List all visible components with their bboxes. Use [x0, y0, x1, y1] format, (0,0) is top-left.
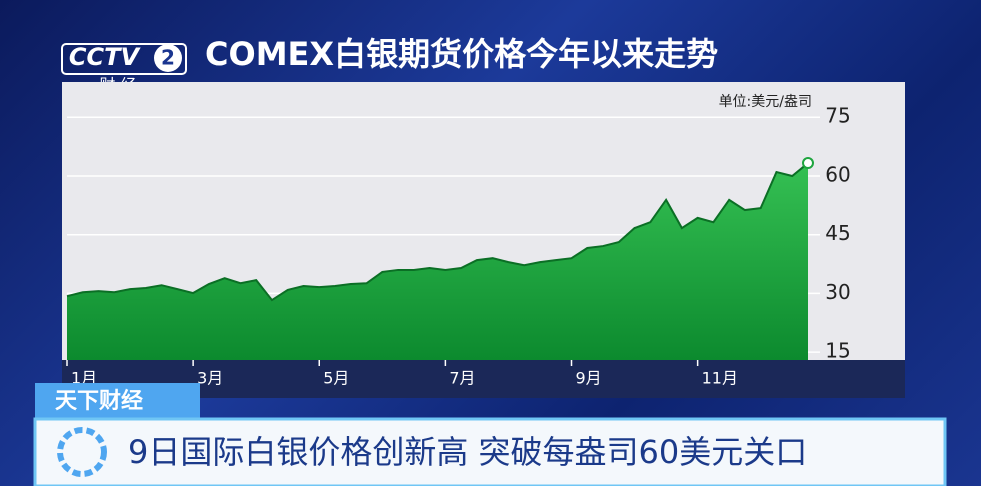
y-tick-label: 45 [825, 221, 850, 245]
logo-channel: CCTV [69, 43, 142, 71]
headline-icon [57, 427, 107, 477]
x-tick-label: 7月 [449, 369, 475, 388]
program-banner [35, 383, 200, 419]
unit-label: 单位:美元/盎司 [719, 94, 812, 110]
x-axis-band [62, 360, 905, 398]
line [66, 162, 809, 302]
headline: 9日国际白银价格创新高 突破每盎司60美元关口 [128, 433, 807, 471]
program-name: 天下财经 [55, 388, 143, 414]
logo-number: 2 [161, 46, 175, 70]
headline-bar [33, 417, 947, 486]
x-tick-label: 3月 [197, 369, 223, 388]
y-tick-label: 75 [825, 104, 850, 128]
last-point [802, 157, 814, 170]
y-tick-label: 15 [825, 339, 850, 363]
x-tick-label: 11月 [702, 369, 738, 388]
y-tick-label: 30 [825, 280, 850, 304]
chart-title: COMEX白银期货价格今年以来走势 [205, 35, 718, 73]
x-tick-label: 9月 [576, 369, 602, 388]
x-tick-label: 5月 [323, 369, 349, 388]
x-tick-label: 1月 [71, 369, 97, 388]
logo-frame [61, 43, 187, 75]
y-tick-label: 60 [825, 162, 850, 186]
area [67, 163, 808, 360]
logo-circle [154, 44, 182, 72]
